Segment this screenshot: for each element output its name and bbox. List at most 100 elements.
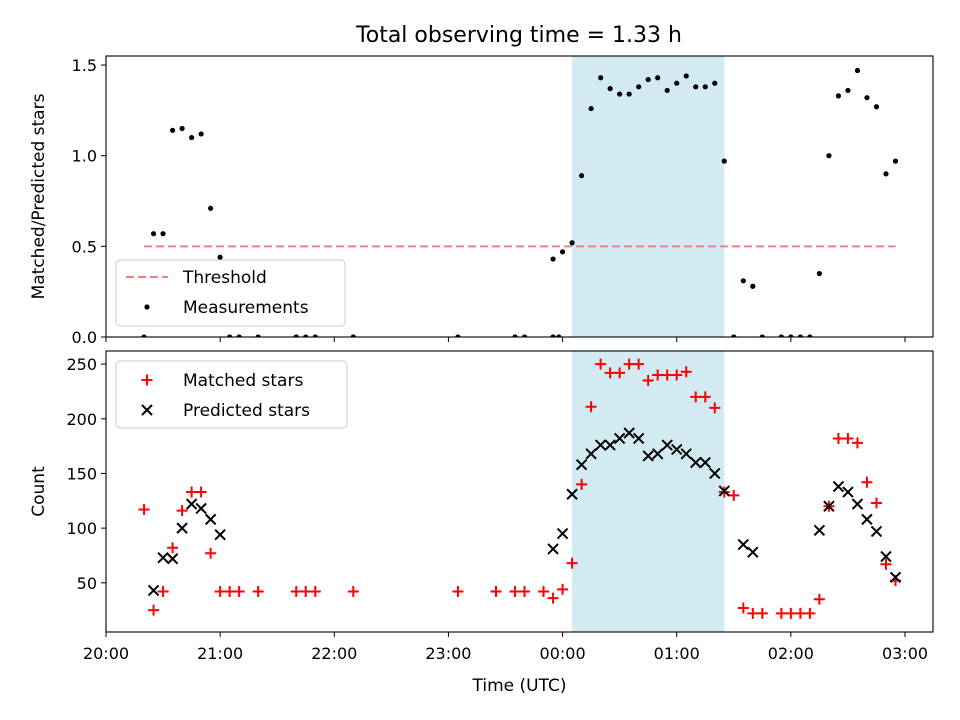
matched-star-point xyxy=(728,489,740,501)
predicted-star-point xyxy=(556,527,569,540)
matched-star-point xyxy=(661,369,673,381)
y-tick-label: 1.0 xyxy=(72,147,97,166)
matched-star-point xyxy=(509,586,521,598)
matched-star-point xyxy=(233,586,245,598)
measurement-point xyxy=(788,334,794,337)
matched-star-point xyxy=(671,369,683,381)
measurement-point xyxy=(883,171,889,177)
x-tick-label: 23:00 xyxy=(425,644,471,663)
matched-star-point xyxy=(794,607,806,619)
x-tick-label: 22:00 xyxy=(311,644,357,663)
matched-star-point xyxy=(737,602,749,614)
x-tick-label: 03:00 xyxy=(882,644,928,663)
predicted-star-point xyxy=(718,485,730,497)
matched-star-point xyxy=(614,367,626,379)
matched-star-point xyxy=(167,542,179,554)
x-tick-label: 02:00 xyxy=(768,644,814,663)
legend-matched-label: Matched stars xyxy=(183,371,303,391)
predicted-star-point xyxy=(832,480,845,493)
measurement-point xyxy=(189,134,195,141)
matched-star-point xyxy=(576,478,588,490)
y-tick-label: 50 xyxy=(77,574,97,593)
measurement-point xyxy=(721,158,727,164)
matched-star-point xyxy=(538,586,550,598)
legend-matched-swatch xyxy=(141,374,153,386)
measurement-point xyxy=(208,205,214,211)
y-tick-label: 200 xyxy=(66,410,97,429)
data-layer xyxy=(141,67,899,337)
measurement-point xyxy=(550,334,556,337)
measurement-point xyxy=(255,334,261,337)
measurement-point xyxy=(169,127,176,133)
matched-star-point xyxy=(699,391,711,403)
matched-star-point xyxy=(785,607,797,619)
matched-star-point xyxy=(490,586,502,598)
predicted-star-point xyxy=(699,456,711,469)
measurement-point xyxy=(835,93,842,99)
matched-star-point xyxy=(205,547,217,559)
matched-star-point xyxy=(595,358,607,370)
data-layer xyxy=(138,358,902,619)
measurement-point xyxy=(845,87,851,94)
predicted-star-point xyxy=(147,584,160,597)
figure-title: Total observing time = 1.33 h xyxy=(355,23,682,48)
measurement-point xyxy=(683,73,689,79)
matched-star-point xyxy=(519,586,531,598)
measurement-point xyxy=(807,334,813,337)
predicted-star-point xyxy=(195,502,207,515)
legend-threshold-label: Threshold xyxy=(182,268,267,288)
measurement-point xyxy=(873,104,880,110)
predicted-star-point xyxy=(680,448,692,460)
predicted-star-point xyxy=(661,439,673,451)
matched-star-point xyxy=(680,366,692,378)
measurement-point xyxy=(750,283,756,289)
predicted-star-point xyxy=(842,486,854,498)
y-tick-label: 100 xyxy=(66,519,97,538)
predicted-star-point xyxy=(566,488,578,500)
measurement-point xyxy=(293,334,299,337)
measurement-point xyxy=(350,334,356,337)
measurement-point xyxy=(303,334,309,337)
x-tick-label: 00:00 xyxy=(540,644,586,663)
predicted-star-point xyxy=(204,513,217,526)
measurement-point xyxy=(160,231,166,237)
matched-star-point xyxy=(842,432,854,444)
legend-predicted-swatch xyxy=(141,404,153,416)
matched-star-point xyxy=(148,604,160,616)
matched-star-point xyxy=(642,375,654,387)
predicted-star-point xyxy=(737,538,750,551)
matched-star-point xyxy=(176,505,188,517)
top-panel: 0.0 0.5 1.0 1.5 Matched/Predicted stars Thres… xyxy=(29,55,934,347)
y-tick-label: 150 xyxy=(66,464,97,483)
legend-top: Threshold Measurements xyxy=(115,259,346,327)
measurement-point xyxy=(141,334,147,337)
measurement-point xyxy=(712,80,718,86)
measurement-point xyxy=(588,105,594,112)
measurement-point xyxy=(797,334,803,337)
matched-star-point xyxy=(566,557,578,569)
measurement-point xyxy=(521,334,528,337)
measurement-point xyxy=(598,75,604,81)
matched-star-point xyxy=(300,586,312,598)
predicted-star-point xyxy=(585,448,597,460)
predicted-star-point xyxy=(176,522,188,534)
measurement-point xyxy=(740,278,746,284)
matched-star-point xyxy=(690,391,702,403)
matched-star-point xyxy=(452,586,464,598)
matched-star-point xyxy=(861,476,873,488)
predicted-star-point xyxy=(623,427,635,439)
observing-window-shading xyxy=(572,351,725,632)
y-tick-label: 250 xyxy=(66,355,97,374)
observing-window-shading xyxy=(572,56,725,337)
predicted-star-point xyxy=(632,432,645,445)
predicted-star-point xyxy=(880,550,892,563)
predicted-star-point xyxy=(185,498,198,510)
matched-star-point xyxy=(585,401,597,413)
measurement-point xyxy=(892,158,899,164)
y-tick-label: 0.5 xyxy=(72,237,97,256)
matched-star-point xyxy=(709,402,721,414)
predicted-star-point xyxy=(709,467,721,480)
matched-star-point xyxy=(851,437,863,449)
